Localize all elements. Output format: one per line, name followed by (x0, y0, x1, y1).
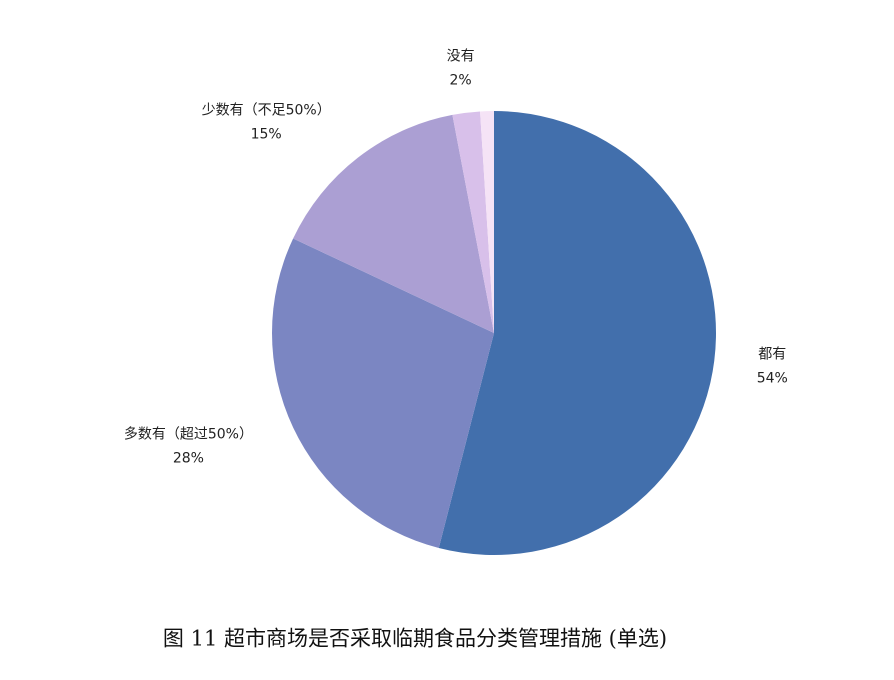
slice-label: 没有 (447, 49, 475, 65)
pie-slice (293, 114, 494, 334)
slice-label: 都有 (758, 346, 786, 362)
pie-slice (452, 111, 494, 333)
pie-slice (438, 111, 716, 555)
slice-label: 多数有（超过50%） (124, 425, 253, 442)
slice-label: 少数有（不足50%） (202, 103, 331, 119)
slice-value-label: 28% (173, 450, 204, 466)
slice-value-label: 2% (450, 73, 472, 89)
pie-slice (480, 111, 494, 333)
pie-slice (272, 238, 494, 549)
slice-value-label: 54% (757, 370, 788, 386)
chart-title: 图 11 超市商场是否采取临期食品分类管理措施 (单选) (163, 627, 667, 651)
slice-value-label: 15% (251, 127, 282, 143)
